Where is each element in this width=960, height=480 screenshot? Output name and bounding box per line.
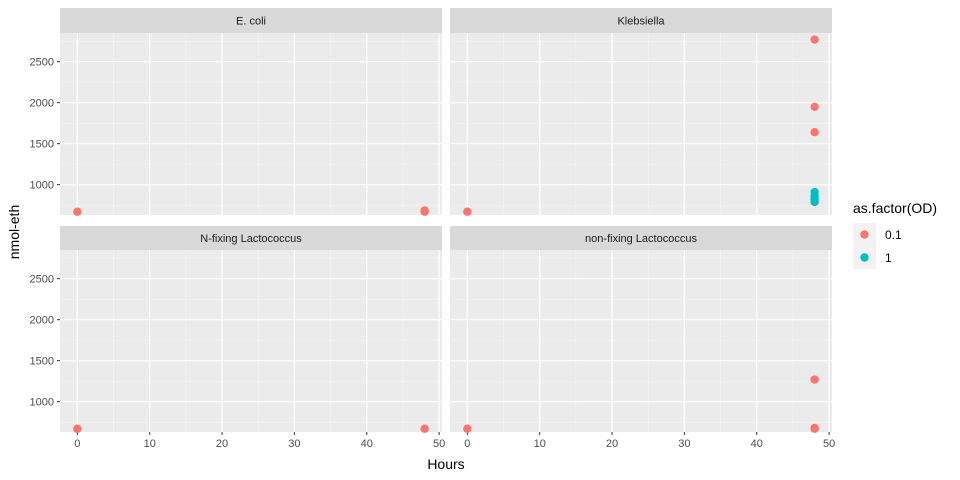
legend-label: 0.1 xyxy=(885,228,902,242)
facet-strip xyxy=(450,8,832,33)
y-tick-label: 2500 xyxy=(30,57,54,69)
x-tick-label: 50 xyxy=(823,438,835,450)
x-tick-label: 20 xyxy=(606,438,618,450)
facet-strip xyxy=(450,226,832,250)
panel-background xyxy=(60,33,442,215)
data-point xyxy=(463,424,472,433)
panel-background xyxy=(60,250,442,432)
data-point xyxy=(810,35,819,44)
facet-strip-label: non-fixing Lactococcus xyxy=(585,233,697,245)
x-tick-label: 30 xyxy=(288,438,300,450)
facet-strip xyxy=(60,8,442,33)
y-tick-label: 1000 xyxy=(30,180,54,192)
facet-strip-label: Klebsiella xyxy=(617,16,665,28)
legend-key-point xyxy=(860,253,869,262)
panel-background xyxy=(450,250,832,432)
y-tick-label: 1000 xyxy=(30,397,54,409)
x-axis-title: Hours xyxy=(427,456,464,472)
data-point xyxy=(73,207,82,216)
legend-label: 1 xyxy=(885,251,892,265)
panel-background xyxy=(450,33,832,215)
y-tick-label: 2000 xyxy=(30,315,54,327)
x-tick-label: 10 xyxy=(144,438,156,450)
data-point xyxy=(810,424,819,433)
facet-strip xyxy=(60,226,442,250)
data-point xyxy=(810,102,819,111)
x-tick-label: 0 xyxy=(74,438,80,450)
y-tick-label: 2000 xyxy=(30,98,54,110)
legend-title: as.factor(OD) xyxy=(853,200,937,216)
data-point xyxy=(73,424,82,433)
y-tick-label: 1500 xyxy=(30,139,54,151)
facet-strip-label: N-fixing Lactococcus xyxy=(200,233,302,245)
facet-strip-label: E. coli xyxy=(236,16,266,28)
x-tick-label: 30 xyxy=(678,438,690,450)
x-tick-label: 0 xyxy=(464,438,470,450)
legend-key-point xyxy=(860,230,869,239)
x-tick-label: 10 xyxy=(534,438,546,450)
x-tick-label: 20 xyxy=(216,438,228,450)
x-tick-label: 50 xyxy=(433,438,445,450)
data-point xyxy=(810,127,819,137)
y-axis-title: nmol-eth xyxy=(6,205,22,259)
data-point xyxy=(810,375,819,384)
data-point xyxy=(810,197,819,207)
data-point xyxy=(420,424,429,433)
data-point xyxy=(420,206,429,215)
y-tick-label: 2500 xyxy=(30,274,54,286)
x-tick-label: 40 xyxy=(361,438,373,450)
y-tick-label: 1500 xyxy=(30,356,54,368)
data-point xyxy=(463,207,472,216)
x-tick-label: 40 xyxy=(751,438,763,450)
